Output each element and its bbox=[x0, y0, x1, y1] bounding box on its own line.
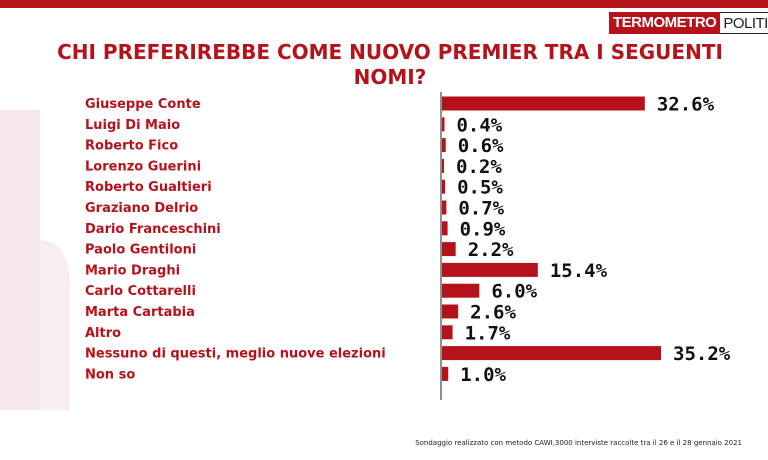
bar bbox=[442, 179, 446, 194]
category-label: Giuseppe Conte bbox=[85, 97, 201, 112]
value-label: 32.6% bbox=[657, 94, 715, 116]
bar bbox=[442, 366, 449, 381]
brand-logo: TERMOMETRO POLITICO bbox=[609, 12, 768, 34]
value-label: 0.4% bbox=[456, 114, 502, 136]
value-label: 6.0% bbox=[491, 281, 537, 303]
category-label: Roberto Fico bbox=[85, 139, 178, 154]
bar bbox=[442, 325, 453, 340]
category-label: Dario Franceschini bbox=[85, 222, 221, 237]
category-label: Lorenzo Guerini bbox=[85, 159, 201, 174]
value-label: 0.2% bbox=[456, 156, 502, 178]
value-label: 0.6% bbox=[458, 135, 504, 157]
category-label: Altro bbox=[85, 326, 121, 341]
bar bbox=[442, 200, 447, 215]
category-label: Luigi Di Maio bbox=[85, 118, 180, 133]
bar bbox=[442, 138, 446, 153]
category-label: Graziano Delrio bbox=[85, 201, 198, 216]
value-label: 2.6% bbox=[470, 302, 516, 324]
value-label: 35.2% bbox=[673, 343, 731, 365]
category-label: Non so bbox=[85, 367, 135, 382]
background-watermark-shape bbox=[0, 110, 70, 410]
category-label: Marta Cartabia bbox=[85, 305, 195, 320]
logo-part-termometro: TERMOMETRO bbox=[609, 12, 721, 34]
category-label: Roberto Gualtieri bbox=[85, 180, 212, 195]
bar bbox=[442, 158, 444, 173]
category-label: Carlo Cottarelli bbox=[85, 284, 196, 299]
bar bbox=[442, 262, 538, 277]
bar bbox=[442, 346, 661, 361]
bar bbox=[442, 304, 459, 319]
survey-footnote: Sondaggio realizzato con metodo CAWI,300… bbox=[415, 439, 742, 447]
value-label: 1.7% bbox=[465, 322, 511, 344]
bar bbox=[442, 96, 645, 111]
top-accent-bar bbox=[0, 0, 768, 8]
value-label: 0.5% bbox=[457, 177, 503, 199]
value-label: 0.7% bbox=[458, 198, 504, 220]
value-label: 15.4% bbox=[550, 260, 608, 282]
category-label: Mario Draghi bbox=[85, 263, 180, 278]
value-label: 1.0% bbox=[460, 364, 506, 386]
category-label: Paolo Gentiloni bbox=[85, 243, 196, 258]
chart-title: CHI PREFERIREBBE COME NUOVO PREMIER TRA … bbox=[57, 40, 723, 89]
logo-part-politico: POLITICO bbox=[720, 12, 768, 34]
bar bbox=[442, 283, 480, 298]
bar bbox=[442, 117, 445, 132]
value-label: 0.9% bbox=[460, 218, 506, 240]
category-label: Nessuno di questi, meglio nuove elezioni bbox=[85, 347, 386, 362]
bar bbox=[442, 221, 448, 236]
value-label: 2.2% bbox=[468, 239, 514, 261]
bar bbox=[442, 242, 456, 257]
